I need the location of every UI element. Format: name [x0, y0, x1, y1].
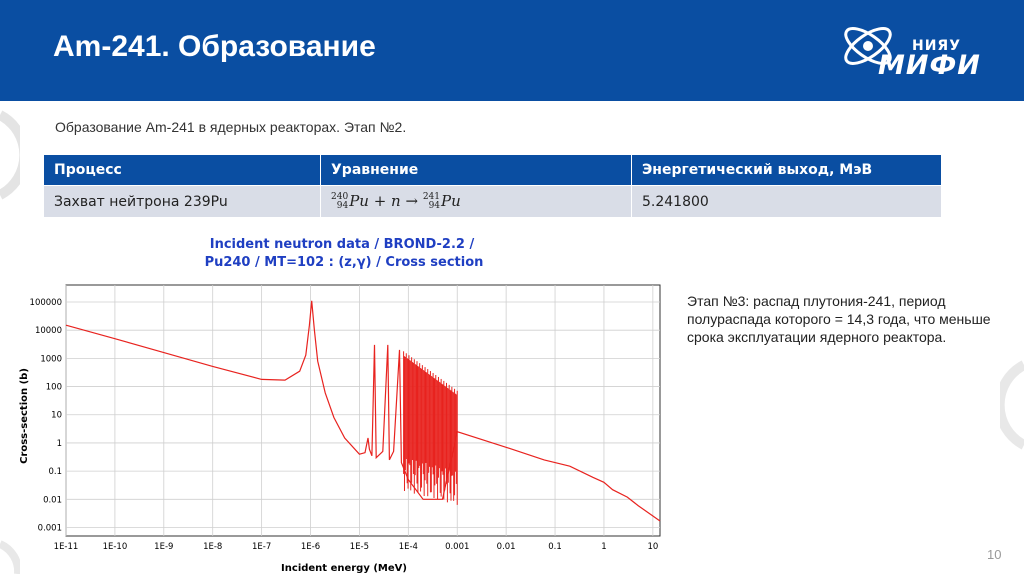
chart-title: Incident neutron data / BROND-2.2 / — [210, 237, 475, 252]
y-tick-label: 0.01 — [43, 495, 62, 505]
mass-number-2: 241 — [422, 192, 441, 202]
column-header-equation: Уравнение — [320, 155, 632, 186]
stage-3-note: Этап №3: распад плутония-241, период пол… — [687, 293, 991, 345]
table-row: Захват нейтрона 239Pu 240 94 Pu + n → 241 9… — [44, 185, 942, 217]
y-tick-label: 100000 — [30, 298, 62, 308]
y-tick-label: 1000 — [40, 354, 62, 364]
decorative-arc-right — [1000, 360, 1024, 450]
x-axis-label: Incident energy (MeV) — [281, 563, 407, 574]
reaction-mid: + n → — [368, 192, 423, 210]
process-table: Процесс Уравнение Энергетический выход, … — [44, 155, 942, 217]
decorative-arc-bottom — [0, 540, 20, 574]
decorative-arc-left — [0, 110, 20, 200]
x-axis-ticks: 1E-11 1E-10 1E-9 1E-8 1E-7 1E-6 1E-5 1E-4 0.001 0… — [54, 542, 659, 552]
column-header-process: Процесс — [44, 155, 321, 186]
x-tick-label: 10 — [647, 542, 658, 552]
y-axis-ticks: 0.001 0.01 0.1 1 10 100 1000 10000 100000 — [30, 298, 62, 534]
cell-energy: 5.241800 — [631, 185, 942, 217]
column-header-energy: Энергетический выход, МэВ — [631, 155, 942, 186]
resonance-region — [403, 351, 458, 505]
mephi-logo: НИЯУ МИФИ — [838, 16, 988, 88]
y-tick-label: 10 — [51, 411, 62, 421]
y-tick-label: 0.001 — [38, 524, 62, 534]
plot-area — [65, 284, 661, 537]
y-tick-label: 10000 — [35, 326, 62, 336]
slide-header: Am-241. Образование НИЯУ МИФИ — [0, 0, 1024, 101]
y-axis-label: Cross-section (b) — [19, 368, 30, 464]
symbol-1: Pu — [349, 192, 369, 210]
cell-process: Захват нейтрона 239Pu — [44, 185, 321, 217]
table-header-row: Процесс Уравнение Энергетический выход, … — [44, 155, 942, 186]
x-tick-label: 0.001 — [445, 542, 469, 552]
y-tick-label: 100 — [46, 383, 62, 393]
chart-subtitle: Pu240 / MT=102 : (z,γ) / Cross section — [205, 255, 484, 270]
x-tick-label: 1E-5 — [350, 542, 369, 552]
cross-section-chart: Incident neutron data / BROND-2.2 / Pu24… — [19, 237, 661, 574]
logo-top-text: НИЯУ — [912, 38, 962, 54]
logo-main-text: МИФИ — [878, 50, 981, 81]
symbol-2: Pu — [441, 192, 461, 210]
x-tick-label: 1 — [601, 542, 606, 552]
x-tick-label: 1E-10 — [103, 542, 128, 552]
x-tick-label: 1E-7 — [252, 542, 271, 552]
atomic-number-2: 94 — [428, 201, 441, 211]
y-tick-label: 1 — [57, 439, 62, 449]
page-number: 10 — [987, 547, 1002, 562]
atom-icon — [844, 27, 892, 65]
slide-subtitle: Образование Am-241 в ядерных реакторах. … — [55, 119, 407, 135]
x-tick-label: 0.1 — [548, 542, 562, 552]
y-tick-label: 0.1 — [48, 467, 62, 477]
x-tick-label: 1E-11 — [54, 542, 79, 552]
atomic-number-1: 94 — [336, 201, 349, 211]
reaction-equation: 240 94 Pu + n → 241 94 Pu — [331, 192, 461, 211]
x-tick-label: 1E-6 — [301, 542, 320, 552]
x-tick-label: 1E-9 — [154, 542, 173, 552]
series-line — [65, 300, 661, 522]
mass-number-1: 240 — [331, 192, 349, 202]
chart-grid — [65, 285, 660, 536]
x-tick-label: 0.01 — [497, 542, 516, 552]
x-tick-label: 1E-4 — [399, 542, 418, 552]
cell-equation: 240 94 Pu + n → 241 94 Pu — [320, 185, 632, 217]
slide-title: Am-241. Образование — [53, 30, 376, 63]
x-tick-label: 1E-8 — [203, 542, 222, 552]
